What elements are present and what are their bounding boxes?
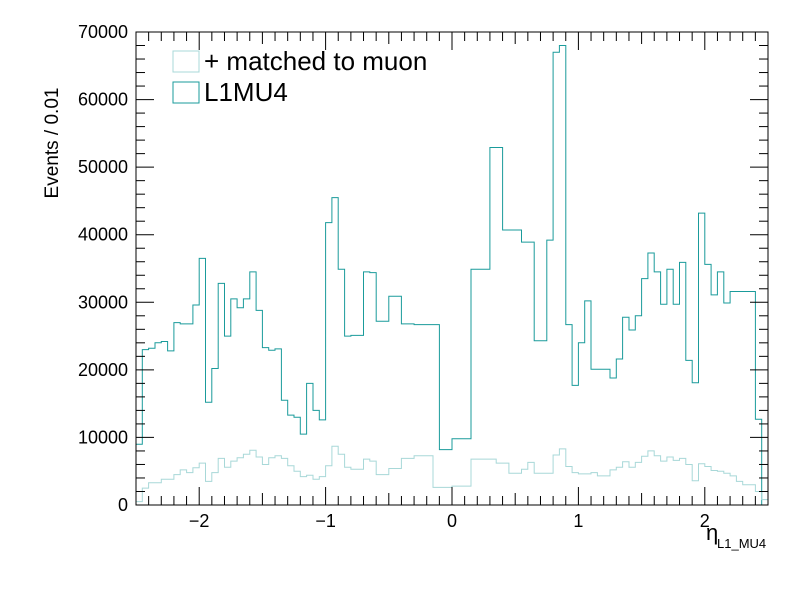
- y-tick-label: 20000: [78, 360, 128, 380]
- legend: + matched to muon L1MU4: [172, 46, 427, 107]
- legend-label-matched: + matched to muon: [204, 46, 427, 76]
- x-axis-title-subscript: L1_MU4: [717, 536, 766, 551]
- x-tick-label: −1: [315, 511, 336, 531]
- x-tick-label: 2: [700, 511, 710, 531]
- series-layer: [135, 45, 769, 506]
- series-line-matched-to-muon: [135, 445, 769, 505]
- legend-swatch-l1mu4: [172, 81, 200, 104]
- y-axis-title: Events / 0.01: [42, 88, 63, 199]
- x-tick-label: −2: [189, 511, 210, 531]
- y-tick-label: 60000: [78, 90, 128, 110]
- y-tick-label: 30000: [78, 292, 128, 312]
- legend-label-l1mu4: L1MU4: [204, 77, 288, 107]
- y-tick-label: 10000: [78, 427, 128, 447]
- x-tick-label: 1: [573, 511, 583, 531]
- x-tick-label: 0: [447, 511, 457, 531]
- y-tick-label: 40000: [78, 225, 128, 245]
- y-tick-label: 70000: [78, 22, 128, 42]
- x-axis-title: η: [706, 520, 718, 545]
- x-axis-ticks: −2 −1 0 1 2: [135, 32, 769, 531]
- legend-swatch-matched: [172, 50, 200, 73]
- series-line-l1mu4: [135, 45, 768, 506]
- y-tick-label: 0: [118, 495, 128, 515]
- y-axis-ticks: 0 10000 20000 30000 40000 50000 60000 70000: [78, 22, 768, 515]
- y-tick-label: 50000: [78, 157, 128, 177]
- x-axis-title-main: η: [706, 520, 718, 545]
